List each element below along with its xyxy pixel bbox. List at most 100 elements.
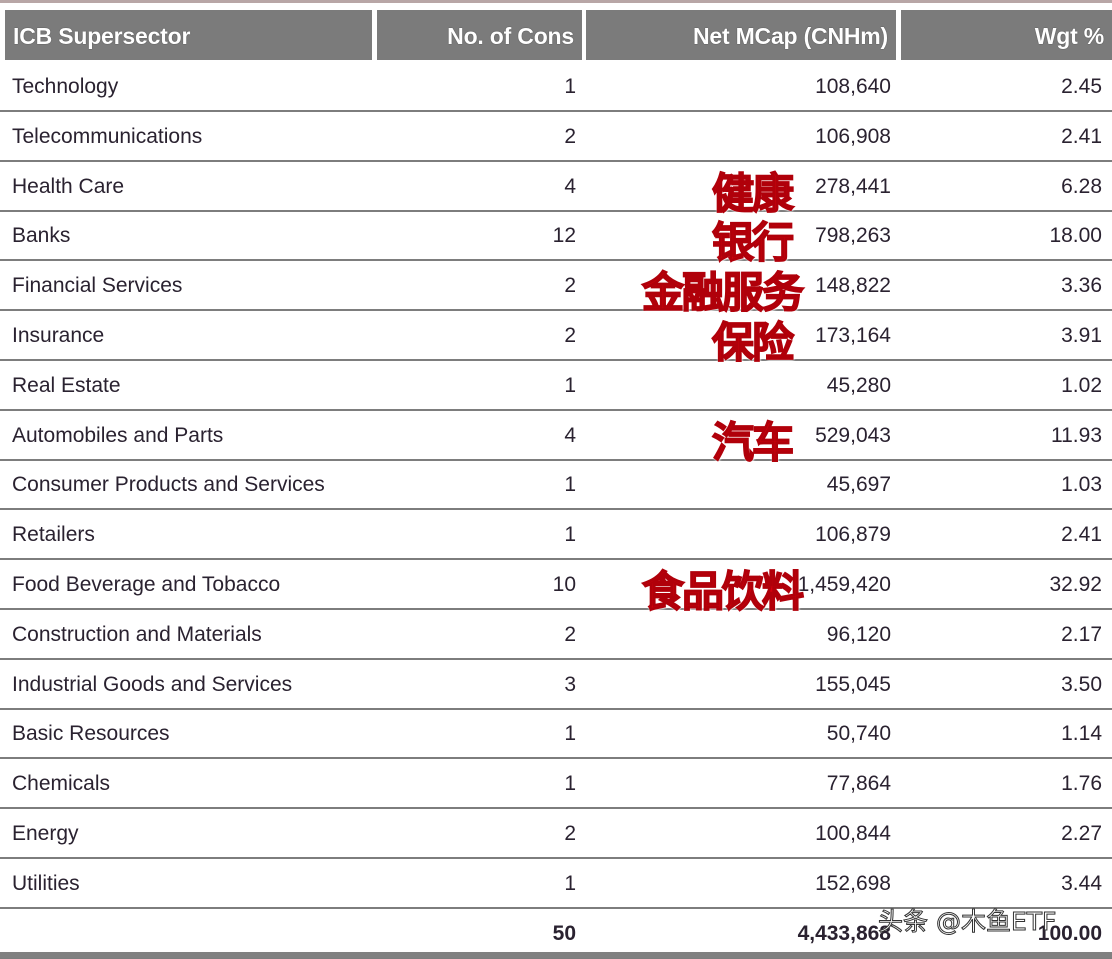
sector-cell: Telecommunications <box>12 124 203 148</box>
sector-cell: Technology <box>12 75 119 98</box>
bottom-border <box>0 952 1112 958</box>
mcap-cell: 106,879 <box>815 523 891 547</box>
sector-cell: Banks <box>12 224 71 248</box>
table-row: Industrial Goods and Services 3 155,045 3.5… <box>0 660 1112 710</box>
table-row: Health Care 4 278,441 6.28 <box>0 162 1112 212</box>
header-wgt: Wgt % <box>901 10 1112 60</box>
sector-cell: Utilities <box>12 871 80 895</box>
cons-cell: 3 <box>564 672 576 696</box>
sector-cell: Automobiles and Parts <box>12 423 224 447</box>
cons-cell: 1 <box>564 722 576 746</box>
table-row: Telecommunications 2 106,908 2.41 <box>0 112 1112 162</box>
wgt-cell: 3.50 <box>1061 672 1102 696</box>
cons-cell: 50 <box>552 921 576 945</box>
sector-cell: Chemicals <box>12 772 111 796</box>
mcap-cell: 50,740 <box>826 722 891 746</box>
sector-cell: Health Care <box>12 174 125 198</box>
mcap-cell: 148,822 <box>815 274 891 298</box>
mcap-cell: 529,043 <box>815 423 891 447</box>
wgt-cell: 2.17 <box>1061 622 1102 646</box>
wgt-cell: 3.36 <box>1061 274 1102 298</box>
sector-cell: Insurance <box>12 324 105 347</box>
header-mcap: Net MCap (CNHm) <box>586 10 896 60</box>
table-row: Technology 1 108,640 2.45 <box>0 62 1112 112</box>
cons-cell: 1 <box>564 871 576 895</box>
wgt-cell: 2.45 <box>1061 75 1102 98</box>
wgt-cell: 18.00 <box>1049 224 1102 248</box>
header-cons: No. of Cons <box>377 10 582 60</box>
mcap-cell: 106,908 <box>815 124 891 148</box>
top-border <box>0 0 1112 3</box>
sector-cell: Construction and Materials <box>12 622 262 646</box>
cons-cell: 12 <box>552 224 576 248</box>
table-row: Food Beverage and Tobacco 10 1,459,420 32.9… <box>0 560 1112 610</box>
table-row: Chemicals 1 77,864 1.76 <box>0 759 1112 810</box>
cons-cell: 4 <box>564 423 576 447</box>
cons-cell: 2 <box>564 324 576 347</box>
chinese-annotation: 汽车 <box>711 417 795 468</box>
cons-cell: 10 <box>552 573 576 596</box>
mcap-cell: 278,441 <box>815 174 891 198</box>
table-row: Real Estate 1 45,280 1.02 <box>0 361 1112 411</box>
table-row: Financial Services 2 148,822 3.36 <box>0 261 1112 312</box>
table-row: Basic Resources 1 50,740 1.14 <box>0 709 1112 760</box>
cons-cell: 2 <box>564 622 576 646</box>
sector-cell: Real Estate <box>12 373 121 397</box>
cons-cell: 4 <box>564 174 576 198</box>
cons-cell: 1 <box>564 75 576 98</box>
wgt-cell: 3.91 <box>1061 324 1102 347</box>
wgt-cell: 32.92 <box>1049 573 1102 596</box>
sector-cell: Food Beverage and Tobacco <box>12 573 281 596</box>
mcap-cell: 45,697 <box>826 473 891 497</box>
mcap-cell: 152,698 <box>815 871 891 895</box>
cons-cell: 2 <box>564 274 576 298</box>
header-sector: ICB Supersector <box>5 10 372 60</box>
chinese-annotation: 银行 <box>711 218 795 269</box>
wgt-cell: 2.41 <box>1061 124 1102 148</box>
table-row: Energy 2 100,844 2.27 <box>0 809 1112 859</box>
wgt-cell: 1.76 <box>1061 772 1102 796</box>
wgt-cell: 1.14 <box>1061 722 1102 746</box>
table-row: Utilities 1 152,698 3.44 <box>0 859 1112 909</box>
mcap-cell: 798,263 <box>815 224 891 248</box>
mcap-cell: 108,640 <box>815 75 891 98</box>
mcap-cell: 96,120 <box>826 622 891 646</box>
table-row: Construction and Materials 2 96,120 2.17 <box>0 610 1112 660</box>
mcap-cell: 155,045 <box>815 672 891 696</box>
cons-cell: 1 <box>564 772 576 796</box>
table-row: Automobiles and Parts 4 529,043 11.93 <box>0 411 1112 461</box>
mcap-cell: 45,280 <box>826 373 891 397</box>
mcap-cell: 1,459,420 <box>797 573 891 596</box>
cons-cell: 1 <box>564 473 576 497</box>
chinese-annotation: 食品饮料 <box>641 566 805 617</box>
chinese-annotation: 健康 <box>711 168 795 219</box>
sector-cell: Basic Resources <box>12 722 170 746</box>
cons-cell: 2 <box>564 822 576 845</box>
sector-cell: Consumer Products and Services <box>12 473 325 497</box>
table-row: Retailers 1 106,879 2.41 <box>0 510 1112 561</box>
wgt-cell: 11.93 <box>1051 423 1102 447</box>
sector-cell: Energy <box>12 822 79 845</box>
wgt-cell: 2.41 <box>1061 523 1102 547</box>
wgt-cell: 1.03 <box>1061 473 1102 497</box>
table-row: Consumer Products and Services 1 45,697 1.0… <box>0 460 1112 511</box>
sector-cell: Industrial Goods and Services <box>12 672 293 696</box>
table-row: Insurance 2 173,164 3.91 <box>0 311 1112 361</box>
sector-cell: Retailers <box>12 523 95 547</box>
watermark: 头条 @木鱼ETF <box>877 907 1057 937</box>
mcap-cell: 173,164 <box>815 324 891 347</box>
chinese-annotation: 金融服务 <box>641 267 805 318</box>
wgt-cell: 2.27 <box>1061 822 1102 845</box>
sector-cell: Financial Services <box>12 274 183 298</box>
mcap-cell: 4,433,868 <box>797 921 891 945</box>
wgt-cell: 1.02 <box>1061 373 1102 397</box>
chinese-annotation: 保险 <box>711 317 795 368</box>
cons-cell: 1 <box>564 373 576 397</box>
wgt-cell: 3.44 <box>1061 871 1102 895</box>
wgt-cell: 100.00 <box>1037 921 1102 945</box>
table-row: Banks 12 798,263 18.00 <box>0 211 1112 262</box>
cons-cell: 1 <box>564 523 576 547</box>
wgt-cell: 6.28 <box>1061 174 1102 198</box>
mcap-cell: 77,864 <box>826 772 891 796</box>
cons-cell: 2 <box>564 124 576 148</box>
